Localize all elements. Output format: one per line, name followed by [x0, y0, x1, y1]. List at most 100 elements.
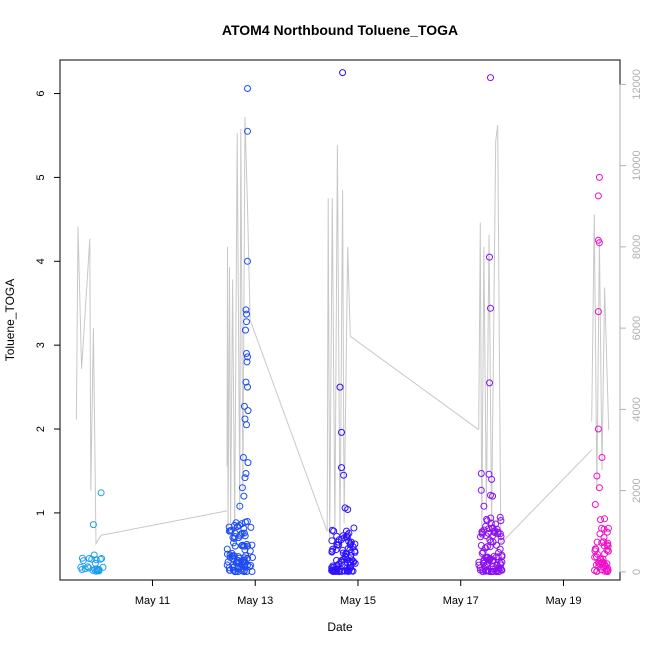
data-point	[595, 173, 603, 181]
data-point	[594, 192, 602, 200]
data-point	[329, 545, 337, 553]
data-point	[242, 306, 250, 314]
y-left-tick-label: 3	[35, 342, 47, 348]
data-point	[480, 502, 488, 510]
y-right-tick-label: 4000	[631, 397, 643, 421]
axes-layer: May 11 May 13 May 15 May 17 May 19 1 2 3 4 5 6 0 200…	[35, 69, 643, 607]
y-right-tick-label: 8000	[631, 235, 643, 259]
data-point	[486, 253, 493, 261]
data-point	[498, 551, 506, 559]
data-point	[480, 526, 488, 534]
data-point	[244, 407, 252, 415]
data-point	[493, 541, 501, 549]
data-point	[234, 559, 242, 567]
data-point	[230, 552, 238, 560]
data-point	[475, 558, 483, 566]
altitude-line-segment	[591, 214, 610, 491]
data-point	[491, 529, 499, 537]
x-tick-label: May 13	[237, 595, 273, 607]
x-axis-title: Date	[327, 620, 353, 634]
data-point	[229, 534, 237, 542]
data-point	[230, 539, 237, 547]
data-point	[239, 454, 247, 461]
data-point	[497, 517, 505, 525]
data-point	[591, 501, 599, 508]
data-point	[328, 564, 336, 572]
y-left-tick-label: 2	[35, 426, 47, 432]
data-point	[595, 239, 603, 247]
data-point	[593, 568, 601, 575]
data-point	[490, 528, 498, 536]
data-point	[599, 555, 607, 563]
data-point	[600, 563, 607, 571]
data-point	[594, 425, 602, 433]
data-point	[339, 69, 347, 77]
data-point	[593, 472, 601, 480]
data-point	[244, 353, 251, 361]
data-point	[351, 548, 359, 556]
data-point	[343, 527, 350, 535]
data-point	[241, 474, 249, 482]
data-point	[349, 567, 357, 575]
data-point	[496, 559, 504, 567]
data-point	[338, 464, 345, 472]
data-point	[241, 518, 249, 526]
data-point	[343, 564, 351, 572]
data-point	[593, 538, 601, 546]
scatter-points-layer	[77, 69, 612, 576]
data-point	[337, 536, 345, 544]
chart-title: ATOM4 Northbound Toluene_TOGA	[222, 22, 458, 38]
data-point	[351, 559, 359, 567]
y-left-tick-label: 1	[35, 510, 47, 516]
data-point	[340, 471, 348, 479]
data-point	[85, 564, 93, 572]
y-right-tick-label: 6000	[631, 316, 643, 340]
data-point	[96, 555, 104, 563]
data-point	[480, 559, 487, 567]
data-point	[343, 531, 351, 539]
altitude-line-segment	[75, 226, 102, 546]
data-point	[243, 350, 250, 357]
data-point	[99, 563, 107, 571]
y-right-tick-label: 0	[631, 569, 643, 575]
data-point	[492, 564, 500, 572]
data-point	[339, 532, 347, 540]
data-point	[496, 545, 504, 553]
data-point	[243, 358, 251, 366]
data-point	[477, 470, 485, 477]
data-point	[231, 533, 239, 540]
data-point	[483, 566, 491, 574]
data-point	[241, 546, 249, 554]
data-point	[595, 484, 603, 492]
data-point	[226, 554, 234, 561]
data-point	[489, 556, 497, 564]
data-point	[234, 556, 242, 564]
data-point	[328, 537, 336, 545]
data-point	[475, 561, 483, 569]
data-point	[604, 565, 612, 573]
data-point	[330, 527, 338, 535]
data-point	[238, 484, 246, 492]
data-point	[243, 318, 250, 326]
data-point	[240, 402, 248, 410]
data-point	[482, 522, 490, 530]
data-point	[244, 459, 252, 467]
data-point	[487, 519, 495, 527]
altitude-line-segment	[226, 116, 251, 536]
data-point	[598, 454, 606, 461]
x-tick-label: May 15	[340, 595, 376, 607]
x-tick-label: May 17	[443, 595, 479, 607]
data-point	[344, 506, 352, 513]
data-point	[98, 555, 106, 562]
data-point	[496, 530, 504, 538]
x-tick-label: May 11	[135, 595, 170, 607]
data-point	[342, 552, 349, 560]
data-point	[329, 568, 337, 575]
y-right-tick-label: 10000	[631, 150, 643, 181]
data-point	[78, 566, 86, 573]
data-point	[347, 548, 355, 556]
data-point	[328, 567, 336, 574]
data-point	[483, 515, 491, 523]
data-point	[247, 523, 255, 531]
